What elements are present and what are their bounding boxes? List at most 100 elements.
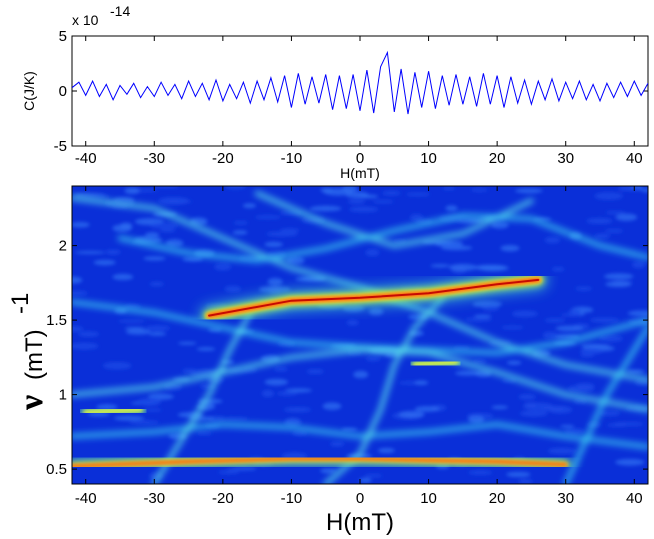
texture-speck: [330, 441, 345, 447]
texture-speck: [233, 220, 248, 225]
bottom-x-tick-label: 40: [626, 490, 643, 507]
texture-speck: [291, 431, 308, 436]
top-plot-area: [71, 35, 649, 147]
texture-speck: [124, 187, 140, 195]
texture-speck: [398, 410, 425, 418]
texture-speck: [145, 325, 171, 331]
texture-speck: [627, 369, 645, 374]
texture-speck: [506, 471, 531, 478]
top-y-ticks: 5 0 -5: [54, 28, 648, 155]
texture-speck: [226, 467, 254, 471]
texture-speck: [346, 319, 359, 326]
texture-speck: [560, 313, 581, 317]
texture-speck: [599, 410, 621, 417]
texture-speck: [491, 405, 508, 410]
texture-speck: [196, 347, 216, 351]
texture-speck: [613, 421, 644, 427]
texture-speck: [264, 241, 284, 248]
texture-speck: [472, 300, 503, 308]
texture-speck: [615, 458, 645, 466]
nu-unit: (mT): [21, 329, 48, 380]
texture-speck: [119, 222, 133, 230]
texture-speck: [365, 248, 380, 257]
bottom-x-tick-label: 0: [356, 490, 364, 507]
top-scale-label: x 10: [72, 12, 99, 28]
bottom-y-axis-label: ν (mT) -1: [7, 293, 50, 411]
texture-speck: [594, 192, 623, 200]
texture-speck: [518, 478, 533, 484]
texture-speck: [567, 384, 595, 393]
texture-speck: [72, 276, 83, 284]
texture-speck: [640, 188, 648, 193]
texture-speck: [445, 205, 458, 212]
top-x-tick-label: -30: [143, 150, 165, 167]
texture-speck: [112, 273, 134, 281]
texture-speck: [555, 325, 584, 332]
texture-speck: [266, 231, 298, 237]
bottom-x-axis-label: H(mT): [326, 509, 394, 536]
main-ridge: [200, 270, 548, 325]
texture-speck: [618, 186, 639, 192]
series-line-C: [72, 50, 648, 115]
texture-speck: [218, 470, 240, 475]
texture-speck: [148, 331, 167, 336]
texture-speck: [258, 285, 291, 293]
texture-speck: [364, 473, 383, 478]
texture-speck: [442, 186, 456, 191]
cyan-ridge: [117, 213, 648, 264]
bottom-y-tick-label: 2: [59, 238, 67, 255]
texture-speck: [309, 205, 342, 212]
bottom-chart: -40 -30 -20 -10 0 10 20 30 40 0.5 1 1.5 2 H(mT) ν (…: [7, 185, 649, 536]
texture-speck: [284, 418, 302, 427]
texture-speck: [72, 290, 88, 296]
texture-speck: [347, 198, 366, 205]
texture-speck: [274, 366, 288, 372]
main-ridge-band: [208, 278, 540, 317]
texture-speck: [511, 310, 538, 318]
texture-speck: [500, 244, 520, 252]
texture-speck: [605, 210, 625, 215]
texture-speck: [182, 368, 197, 374]
texture-speck: [580, 343, 610, 349]
texture-speck: [552, 266, 565, 272]
texture-speck: [93, 259, 116, 266]
texture-speck: [232, 230, 248, 235]
bottom-x-tick-label: 10: [420, 490, 437, 507]
texture-speck: [575, 286, 593, 291]
texture-speck: [586, 217, 613, 225]
texture-speck: [468, 415, 485, 424]
texture-speck: [129, 420, 160, 425]
texture-speck: [276, 391, 298, 396]
top-y-tick-label: 5: [59, 28, 67, 45]
top-x-tick-label: 30: [557, 150, 574, 167]
nu-exponent: -1: [7, 293, 34, 314]
cyan-ridge: [151, 310, 253, 484]
texture-speck: [322, 402, 342, 411]
texture-speck: [605, 228, 624, 233]
texture-speck: [579, 347, 603, 355]
top-x-tick-label: -40: [75, 150, 97, 167]
texture-speck: [160, 228, 176, 233]
bottom-y-tick-label: 1: [59, 387, 67, 404]
texture-speck: [353, 370, 369, 379]
texture-speck: [74, 251, 106, 255]
texture-speck: [320, 187, 334, 193]
texture-speck: [341, 427, 358, 431]
texture-speck: [102, 361, 132, 370]
texture-speck: [405, 192, 431, 197]
texture-speck: [599, 335, 623, 343]
texture-speck: [319, 468, 336, 474]
texture-speck: [264, 378, 289, 386]
texture-speck: [224, 285, 242, 293]
texture-speck: [223, 417, 249, 421]
cyan-ridge: [254, 190, 534, 249]
texture-speck: [359, 477, 372, 484]
top-x-tick-label: -10: [281, 150, 303, 167]
texture-speck: [627, 310, 648, 317]
texture-speck: [372, 199, 394, 204]
texture-speck: [142, 408, 162, 412]
texture-speck: [473, 264, 506, 271]
texture-speck: [506, 360, 522, 365]
top-x-ticks: -40 -30 -20 -10 0 10 20 30 40: [75, 36, 643, 167]
